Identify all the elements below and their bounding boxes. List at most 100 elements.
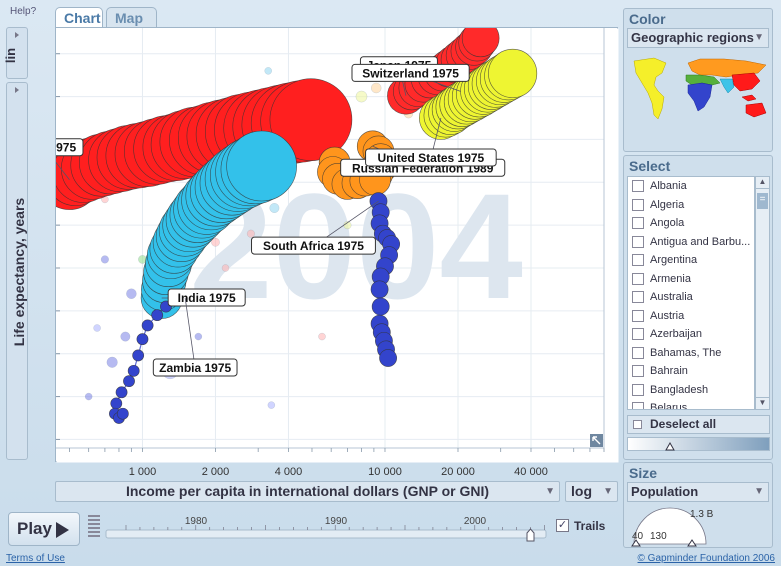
size-legend[interactable]: 1.3 B 40 130 [628, 504, 770, 548]
trail-bubble[interactable] [379, 349, 397, 367]
checkbox-icon[interactable] [632, 254, 644, 266]
trail-bubble[interactable] [488, 48, 538, 98]
trail-bubble[interactable] [141, 319, 154, 332]
country-list-item[interactable]: Bangladesh [628, 381, 754, 400]
checkbox-icon[interactable] [632, 346, 644, 359]
scroll-up-icon[interactable]: ▲ [756, 177, 769, 189]
trail-bubble[interactable] [116, 407, 129, 420]
country-list-item[interactable]: Australia [628, 288, 754, 307]
country-label-box[interactable] [56, 138, 84, 157]
size-dropdown[interactable]: Population ▼ [627, 482, 769, 502]
terms-link[interactable]: Terms of Use [6, 553, 65, 564]
trail-bubble[interactable] [370, 280, 389, 299]
checkbox-icon[interactable] [632, 383, 644, 396]
y-indicator-button[interactable] [6, 82, 28, 460]
size-max-handle[interactable] [687, 539, 697, 547]
time-slider-handle[interactable] [526, 528, 535, 542]
trails-checkbox[interactable]: ✓ [556, 519, 569, 532]
trail-bubble[interactable] [371, 297, 390, 316]
background-bubble[interactable] [318, 332, 326, 341]
country-label-box[interactable] [152, 358, 238, 377]
checkbox-icon[interactable] [632, 217, 644, 229]
world-map-legend[interactable] [628, 53, 770, 125]
checkbox-icon[interactable] [632, 291, 644, 303]
trail-bubble[interactable] [269, 78, 353, 162]
help-link[interactable]: Help? [10, 6, 37, 17]
country-list-item[interactable]: Argentina [628, 251, 754, 270]
background-bubble[interactable] [126, 288, 137, 299]
size-legend-min-a: 40 [632, 531, 644, 542]
country-label-box[interactable] [351, 63, 470, 82]
country-list-item[interactable]: Austria [628, 307, 754, 326]
checkbox-icon[interactable] [632, 402, 644, 409]
country-label-box[interactable] [167, 288, 246, 307]
country-list-item[interactable]: Armenia [628, 270, 754, 289]
background-bubble[interactable] [211, 237, 220, 247]
trail-bubble[interactable] [110, 397, 123, 410]
country-label-box[interactable] [365, 148, 497, 167]
background-bubble[interactable] [269, 203, 280, 213]
x-tick-label: 40 000 [514, 466, 548, 478]
country-list[interactable]: Albania Algeria Angola Antigua and Barbu...… [627, 176, 755, 410]
size-min-handle[interactable] [631, 539, 641, 547]
color-dropdown[interactable]: Geographic regions ▼ [627, 28, 769, 48]
checkbox-icon[interactable] [632, 198, 644, 211]
background-bubble[interactable] [106, 356, 118, 368]
background-bubble[interactable] [267, 401, 276, 409]
country-list-scrollbar[interactable]: ▲ = ▼ [755, 176, 770, 410]
trail-bubble[interactable] [127, 364, 140, 377]
x-indicator-dropdown[interactable]: Income per capita in international dolla… [55, 481, 560, 502]
background-bubble[interactable] [120, 331, 131, 342]
play-button[interactable]: Play [8, 512, 80, 546]
background-bubble[interactable] [264, 67, 272, 75]
background-bubble[interactable] [194, 332, 203, 341]
country-list-item[interactable]: Azerbaijan [628, 325, 754, 344]
checkbox-icon[interactable] [632, 309, 644, 322]
trail-bubble[interactable] [136, 333, 149, 346]
background-bubble[interactable] [221, 264, 230, 272]
trail-bubble[interactable] [461, 28, 500, 58]
trail-bubble[interactable] [226, 130, 297, 202]
y-scale-button[interactable]: lin [3, 27, 28, 79]
country-list-item[interactable]: Belarus [628, 399, 754, 409]
deselect-all-button[interactable]: Deselect all [627, 415, 770, 434]
opacity-slider[interactable] [627, 437, 770, 451]
scroll-thumb[interactable]: = [757, 193, 768, 209]
country-list-item[interactable]: Bahamas, The [628, 344, 754, 363]
country-list-item[interactable]: Albania [628, 177, 754, 196]
deselect-all-label: Deselect all [650, 417, 717, 431]
country-list-item[interactable]: Bahrain [628, 362, 754, 381]
background-bubble[interactable] [246, 229, 255, 238]
background-bubble[interactable] [84, 392, 93, 401]
tab-chart[interactable]: Chart [55, 7, 103, 28]
country-list-item[interactable]: Antigua and Barbu... [628, 233, 754, 252]
trail-bubble[interactable] [132, 349, 145, 362]
color-dropdown-value: Geographic regions [631, 30, 754, 45]
checkbox-icon[interactable] [632, 328, 644, 340]
scroll-down-icon[interactable]: ▼ [756, 397, 769, 409]
trail-bubble[interactable] [115, 386, 128, 399]
background-bubble[interactable] [355, 90, 368, 103]
trail-bubble[interactable] [123, 375, 135, 388]
region-sub-saharan-africa [687, 82, 713, 112]
chart-area[interactable]: 200435404550556065707580China 1975India … [55, 27, 619, 478]
country-label-box[interactable] [251, 236, 376, 255]
trail-bubble[interactable] [151, 309, 164, 322]
background-bubble[interactable] [93, 324, 101, 332]
checkbox-icon[interactable] [632, 272, 644, 285]
checkbox-icon[interactable] [632, 235, 644, 248]
checkbox-icon[interactable] [632, 180, 644, 192]
checkbox-icon[interactable] [632, 365, 644, 377]
time-slider[interactable]: 1980 1990 2000 [104, 513, 550, 545]
color-panel-title: Color [629, 11, 666, 27]
country-list-item[interactable]: Algeria [628, 196, 754, 215]
country-list-item[interactable]: Angola [628, 214, 754, 233]
x-scale-dropdown[interactable]: log ▼ [565, 481, 618, 502]
speed-icon[interactable] [86, 513, 102, 543]
bubble-chart[interactable]: 200435404550556065707580China 1975India … [56, 28, 619, 463]
tab-map[interactable]: Map [106, 7, 157, 28]
background-bubble[interactable] [370, 82, 382, 94]
credit-link[interactable]: © Gapminder Foundation 2006 [637, 553, 775, 564]
chevron-down-icon: ▼ [754, 32, 764, 43]
background-bubble[interactable] [100, 255, 109, 264]
